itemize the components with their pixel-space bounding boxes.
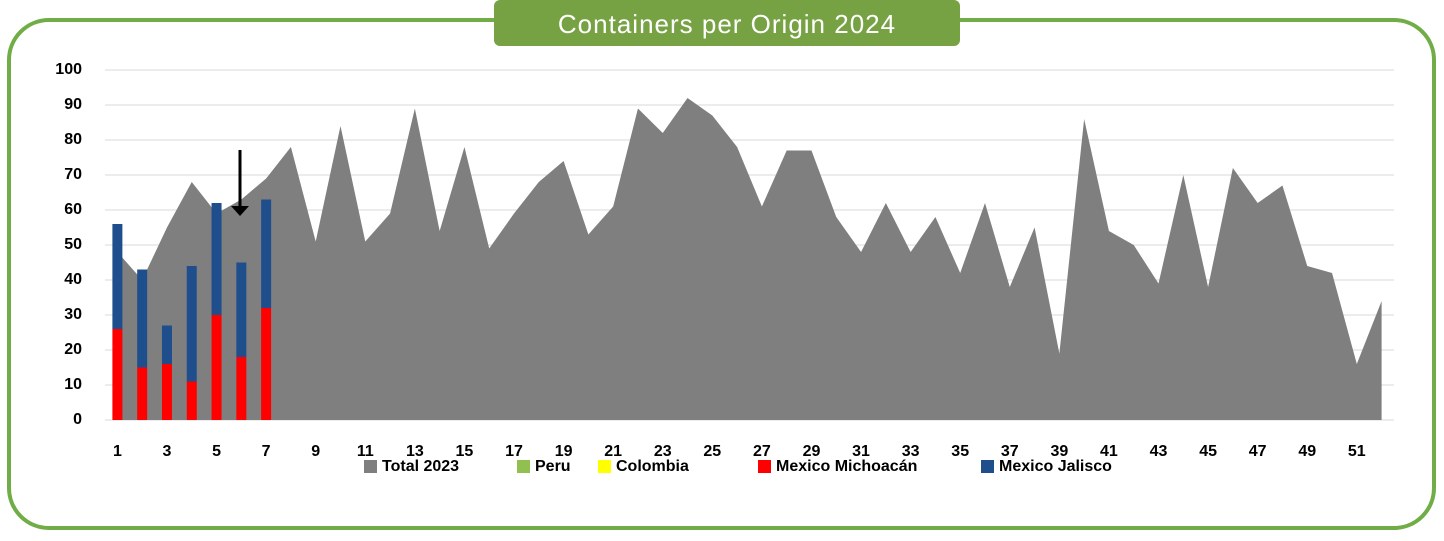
x-tick-label: 9 bbox=[311, 443, 320, 460]
legend-swatch bbox=[981, 460, 994, 473]
x-tick-label: 47 bbox=[1249, 443, 1267, 460]
title-box bbox=[494, 0, 960, 46]
bar-segment bbox=[261, 308, 272, 420]
x-tick-label: 31 bbox=[852, 443, 870, 460]
bar-segment bbox=[261, 199, 272, 308]
x-tick-label: 25 bbox=[703, 443, 721, 460]
x-tick-label: 17 bbox=[505, 443, 523, 460]
legend-label: Peru bbox=[535, 458, 571, 475]
x-tick-label: 21 bbox=[604, 443, 622, 460]
x-tick-label: 5 bbox=[212, 443, 221, 460]
chart-title: Containers per Origin 2024 bbox=[558, 9, 896, 39]
x-tick-label: 15 bbox=[456, 443, 474, 460]
x-tick-label: 45 bbox=[1199, 443, 1217, 460]
bar-segment bbox=[236, 262, 247, 357]
x-tick-label: 49 bbox=[1298, 443, 1316, 460]
x-tick-label: 23 bbox=[654, 443, 672, 460]
bar-segment bbox=[236, 357, 247, 420]
y-tick-label: 90 bbox=[64, 96, 82, 113]
x-tick-label: 51 bbox=[1348, 443, 1366, 460]
y-tick-label: 20 bbox=[64, 341, 82, 358]
bar-segment bbox=[161, 364, 172, 420]
bar-segment bbox=[161, 325, 172, 364]
x-tick-label: 11 bbox=[357, 443, 374, 460]
y-tick-label: 60 bbox=[64, 201, 82, 218]
bar-segment bbox=[211, 315, 222, 420]
y-tick-label: 70 bbox=[64, 166, 82, 183]
bar-segment bbox=[112, 224, 123, 329]
x-tick-label: 39 bbox=[1050, 443, 1068, 460]
x-tick-label: 3 bbox=[163, 443, 172, 460]
y-tick-label: 80 bbox=[64, 131, 82, 148]
area bbox=[117, 98, 1382, 420]
legend-label: Mexico Michoacán bbox=[776, 458, 917, 475]
legend-swatch bbox=[364, 460, 377, 473]
x-tick-label: 13 bbox=[406, 443, 424, 460]
legend-label: Total 2023 bbox=[382, 458, 459, 475]
x-tick-label: 41 bbox=[1100, 443, 1118, 460]
x-tick-label: 29 bbox=[803, 443, 821, 460]
x-tick-label: 19 bbox=[555, 443, 573, 460]
bar-segment bbox=[137, 269, 148, 368]
legend-swatch bbox=[598, 460, 611, 473]
legend-label: Colombia bbox=[616, 458, 689, 475]
x-tick-label: 35 bbox=[951, 443, 969, 460]
legend-label: Mexico Jalisco bbox=[999, 458, 1112, 475]
x-tick-label: 27 bbox=[753, 443, 771, 460]
x-tick-label: 33 bbox=[902, 443, 920, 460]
x-tick-label: 43 bbox=[1150, 443, 1168, 460]
x-tick-label: 7 bbox=[262, 443, 271, 460]
bar-segment bbox=[186, 266, 197, 382]
y-tick-label: 100 bbox=[55, 61, 82, 78]
bar-segment bbox=[186, 381, 197, 420]
y-tick-label: 40 bbox=[64, 271, 82, 288]
legend-swatch bbox=[517, 460, 530, 473]
legend-swatch bbox=[758, 460, 771, 473]
x-tick-label: 37 bbox=[1001, 443, 1019, 460]
y-tick-label: 0 bbox=[73, 411, 82, 428]
bar-segment bbox=[112, 329, 123, 420]
bar-segment bbox=[211, 203, 222, 315]
x-tick-label: 1 bbox=[113, 443, 122, 460]
bar-segment bbox=[137, 367, 148, 420]
y-tick-label: 30 bbox=[64, 306, 82, 323]
y-tick-label: 10 bbox=[64, 376, 82, 393]
arrow-head bbox=[231, 206, 249, 216]
y-tick-label: 50 bbox=[64, 236, 82, 253]
